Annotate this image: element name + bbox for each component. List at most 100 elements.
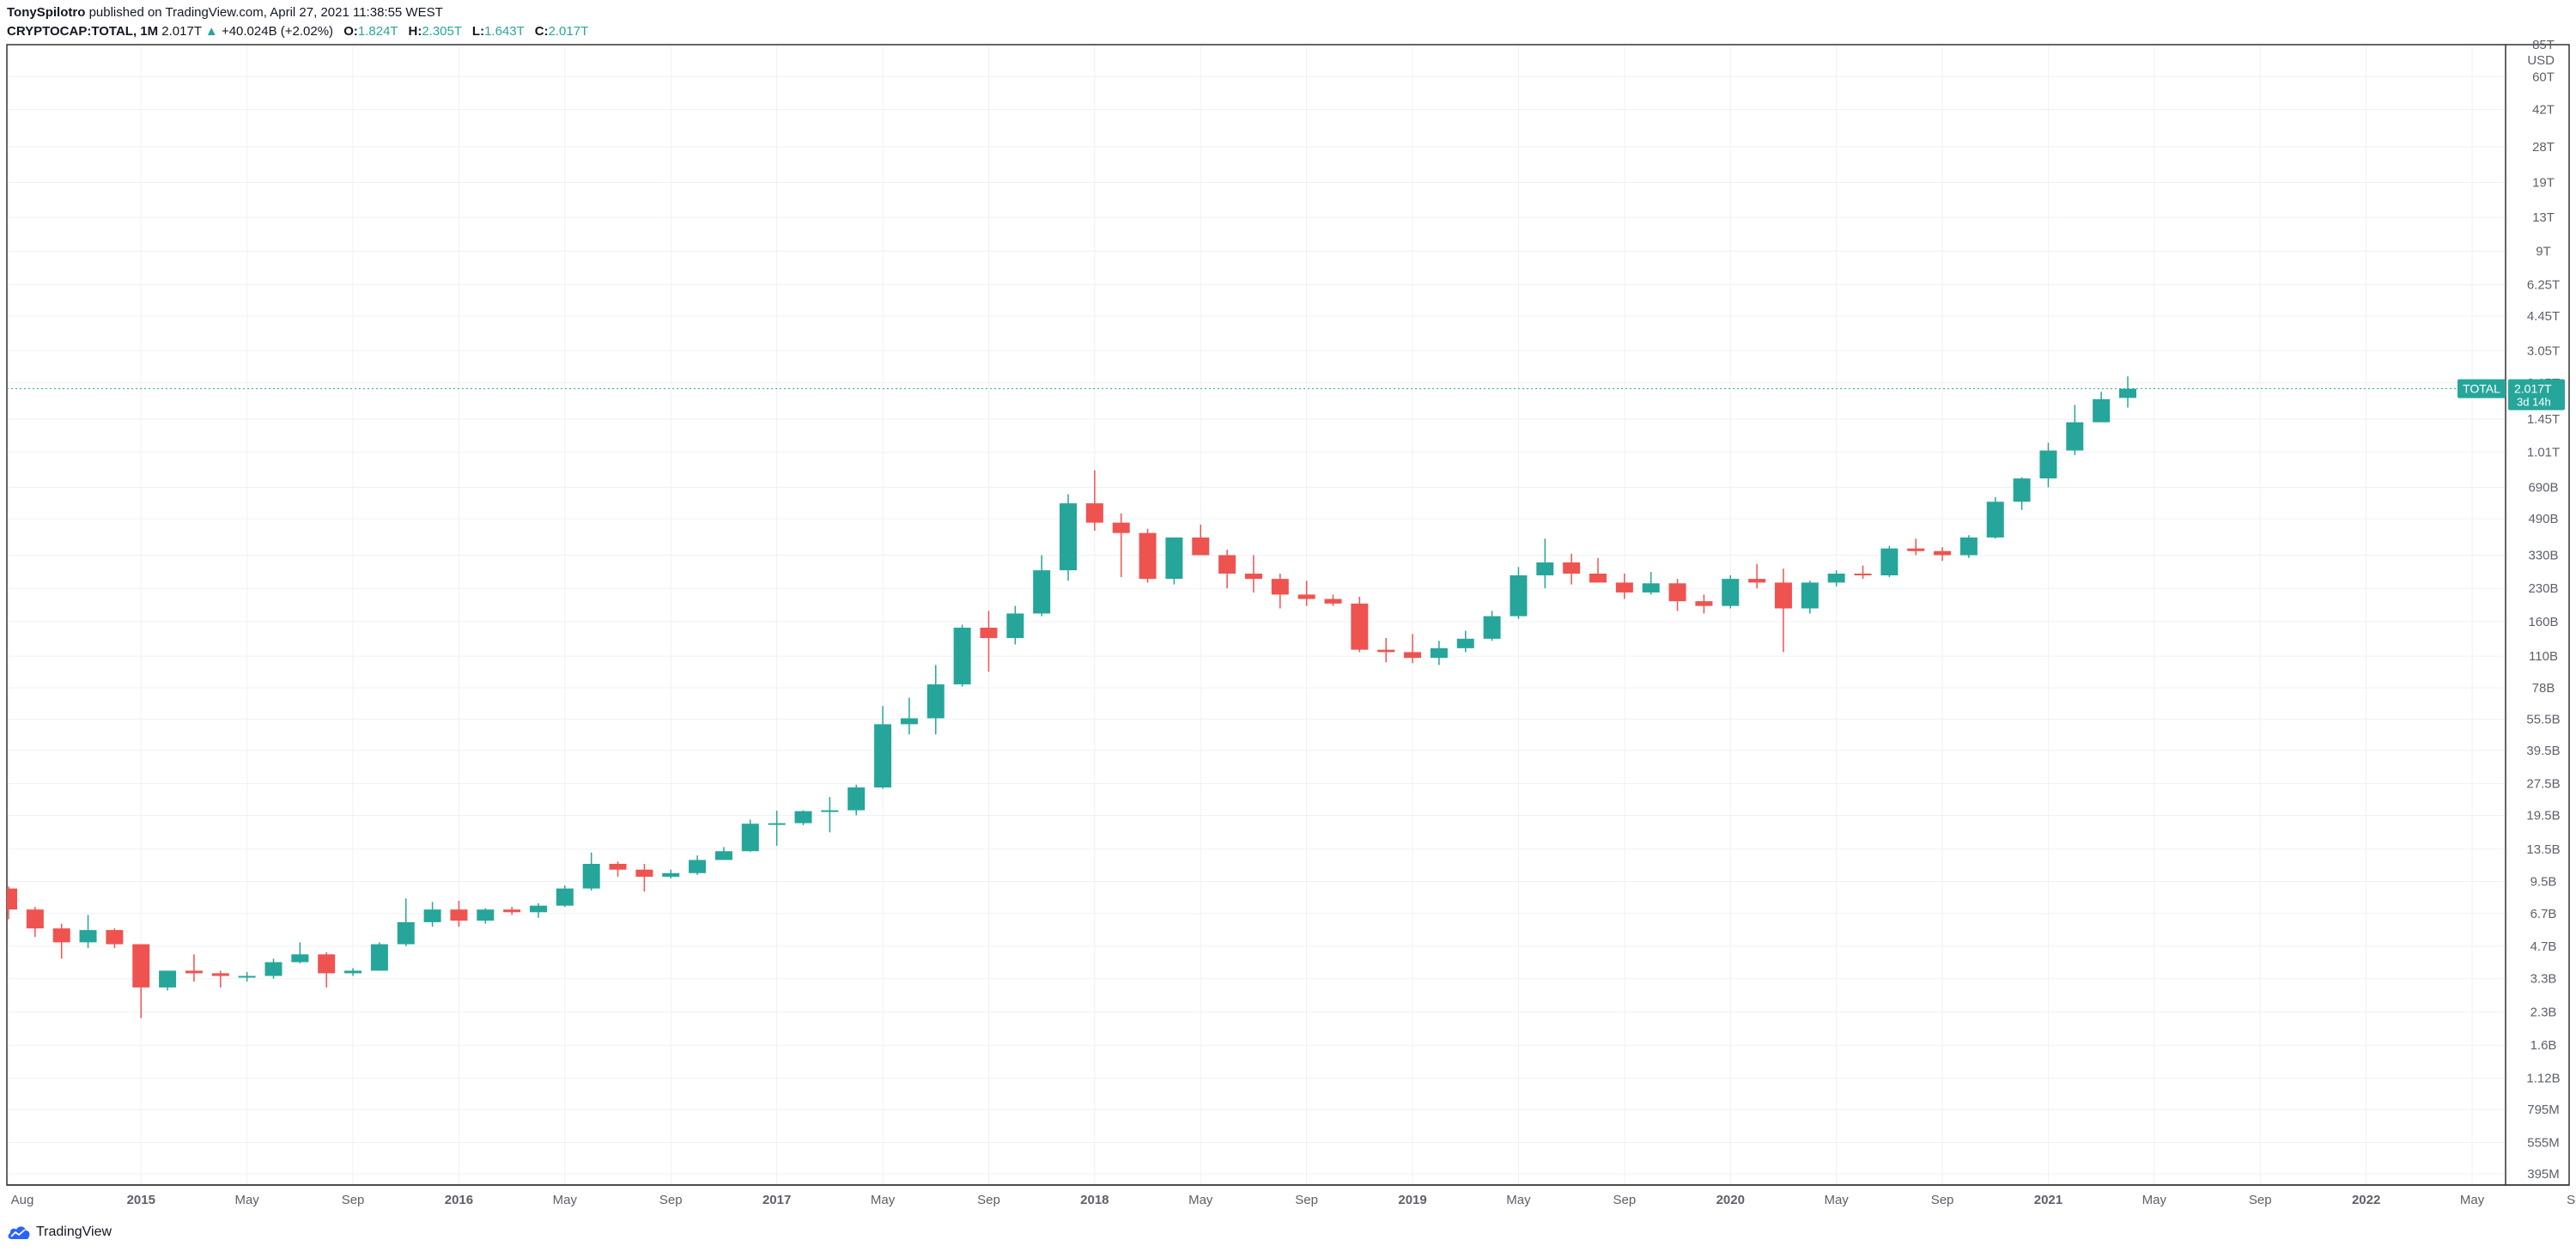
candle-body (556, 888, 574, 906)
tradingview-cloud-icon (8, 1226, 30, 1239)
price-tick-label: 1.45T (2527, 412, 2560, 427)
price-tick-label: 3.3B (2530, 972, 2557, 987)
candle-body (159, 970, 177, 988)
price-tick-label: 13T (2532, 210, 2555, 225)
candle (1006, 605, 1024, 645)
time-tick-label: 2017 (762, 1193, 791, 1207)
candle-body (1510, 575, 1528, 617)
time-tick-label: Aug (11, 1193, 34, 1207)
symbol-label[interactable]: CRYPTOCAP:TOTAL, 1M (7, 24, 159, 39)
candle (1112, 513, 1130, 578)
candle (1589, 557, 1607, 583)
candle-body (689, 860, 707, 873)
price-tick-label: 19.5B (2526, 808, 2560, 823)
price-tick-label: 27.5B (2526, 777, 2560, 792)
candle (689, 855, 707, 875)
candles (7, 376, 2136, 1018)
candle-body (1006, 613, 1024, 639)
candle-body (980, 627, 998, 639)
candle (1642, 572, 1660, 595)
candle (1722, 575, 1740, 609)
candle-body (794, 811, 812, 824)
candle-body (211, 973, 229, 976)
candle (635, 864, 653, 892)
price-tick-label: 39.5B (2526, 744, 2560, 758)
candle (953, 624, 971, 687)
price-tick-label: 6.7B (2530, 907, 2557, 921)
price-tick-label: 1.12B (2526, 1071, 2560, 1085)
candle-body (132, 944, 150, 988)
price-tick-label: 230B (2528, 581, 2558, 596)
time-tick-label: 2015 (127, 1193, 155, 1207)
close-label: C: (534, 24, 549, 39)
price-tick-label: 19T (2532, 175, 2555, 190)
price-tick-label: 1.6B (2530, 1038, 2557, 1053)
candle-body (768, 823, 786, 825)
candle-body (1139, 532, 1157, 580)
candle-body (238, 975, 256, 978)
candle-body (26, 909, 44, 929)
candle (794, 810, 812, 826)
candle-body (1483, 616, 1501, 639)
candle-body (2039, 450, 2057, 479)
candle-body (1854, 574, 1872, 576)
candle-body (2119, 388, 2136, 398)
candle (1959, 535, 1978, 558)
price-tick-label: 85T (2532, 38, 2555, 52)
time-axis[interactable]: Aug 2015 May Sep 2016 May Sep 2017 May Sep 2018 May… (11, 1193, 2576, 1207)
candle (609, 861, 627, 877)
candle-body (741, 824, 759, 852)
time-tick-label: Sep (2249, 1193, 2272, 1207)
candle (1139, 528, 1157, 583)
candle (291, 942, 309, 963)
price-tick-label: 9.5B (2530, 874, 2557, 889)
candle-body (1748, 579, 1766, 583)
author-name[interactable]: TonySpilotro (7, 5, 86, 20)
candle (1351, 596, 1369, 653)
price-tick-label: 395M (2527, 1167, 2560, 1182)
candle (1377, 638, 1395, 663)
price-tick-label: 13.5B (2526, 842, 2560, 857)
price-tick-label: 9T (2536, 244, 2551, 258)
candle-body (1959, 537, 1978, 556)
candle (741, 819, 759, 853)
high-label: H: (408, 24, 422, 39)
candle (1615, 574, 1633, 599)
price-axis[interactable]: 85T60T42T28T19T13T9T6.25T4.45T3.05T2.15T… (2526, 38, 2560, 1182)
time-tick-label: May (1824, 1193, 1849, 1207)
time-tick-label: Sep (1613, 1193, 1636, 1207)
candle-body (1165, 537, 1183, 580)
candle (503, 907, 521, 915)
tradingview-logo[interactable]: TradingView (7, 1223, 112, 1242)
candle (1748, 563, 1766, 589)
time-tick-label: Sep (977, 1193, 1000, 1207)
candle (821, 797, 839, 833)
time-tick-label: Sep (1931, 1193, 1954, 1207)
price-tick-label: 78B (2532, 681, 2555, 696)
candle (450, 900, 468, 927)
candle (1218, 550, 1236, 589)
time-tick-label: 2022 (2352, 1193, 2380, 1207)
candle-body (1404, 652, 1422, 659)
time-tick-label: May (1506, 1193, 1531, 1207)
candle-body (1060, 503, 1077, 571)
candle-body (291, 954, 309, 963)
candle (1324, 594, 1342, 606)
ohlc-line: CRYPTOCAP:TOTAL, 1M 2.017T ▲ +40.024B (+… (7, 22, 588, 41)
currency-label: USD (2527, 53, 2555, 68)
candle-body (1563, 562, 1581, 574)
candle-body (423, 909, 441, 922)
candle-body (1112, 522, 1130, 533)
candle (1563, 553, 1581, 585)
candle-body (848, 787, 866, 811)
candle (1192, 524, 1210, 556)
candle (900, 697, 918, 735)
time-tick-label: 2021 (2034, 1193, 2063, 1207)
price-tick-label: 55.5B (2526, 712, 2560, 726)
candle (768, 811, 786, 846)
high-value: 2.305T (422, 24, 462, 39)
candle (26, 907, 44, 938)
price-tick-label: 3.05T (2527, 343, 2560, 358)
candle (106, 928, 124, 949)
